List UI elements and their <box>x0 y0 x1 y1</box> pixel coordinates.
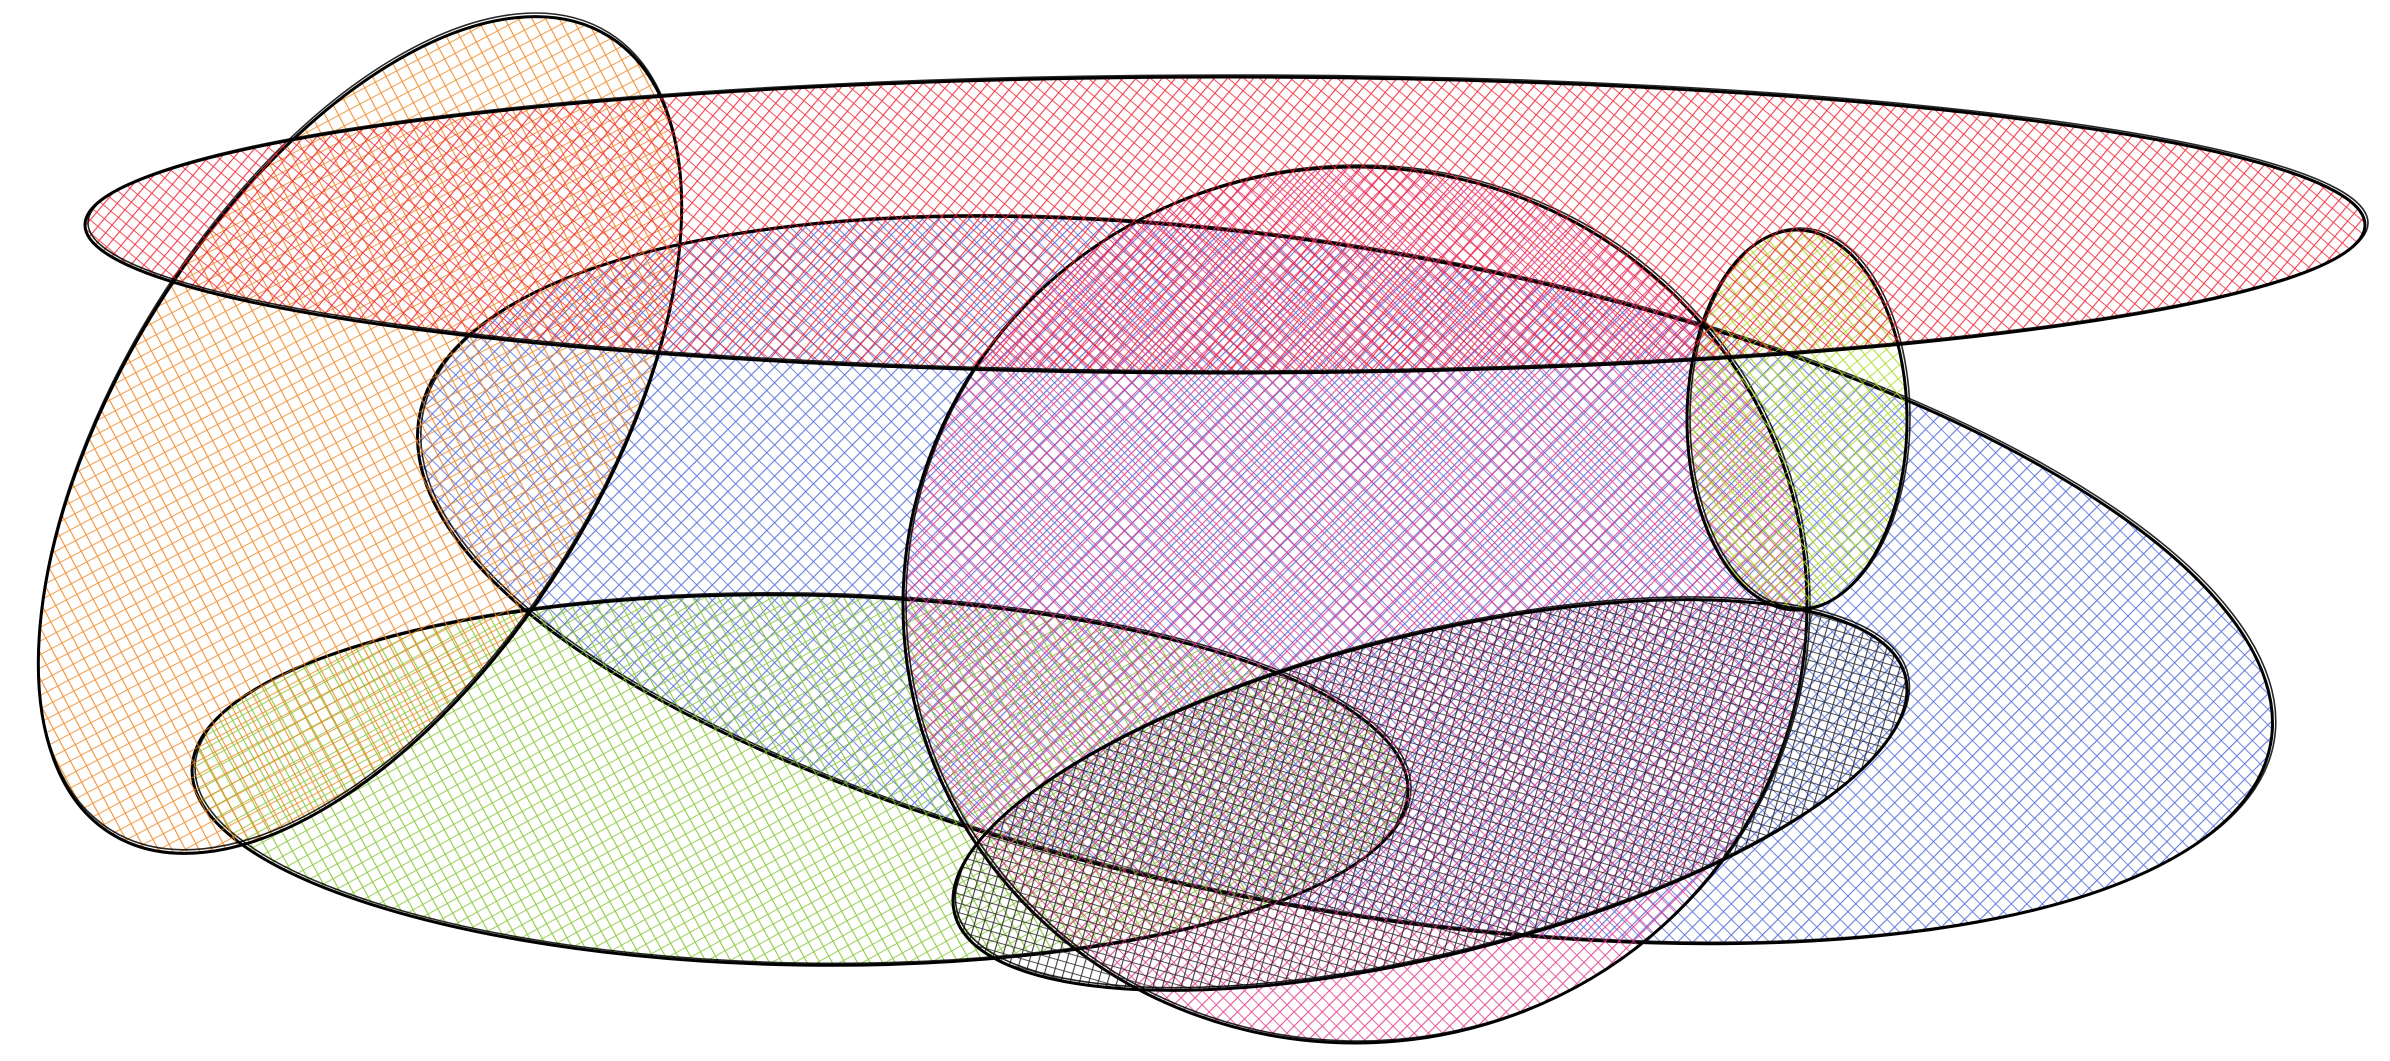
black-ellipse <box>951 596 1911 992</box>
red-ellipse <box>83 74 2369 375</box>
